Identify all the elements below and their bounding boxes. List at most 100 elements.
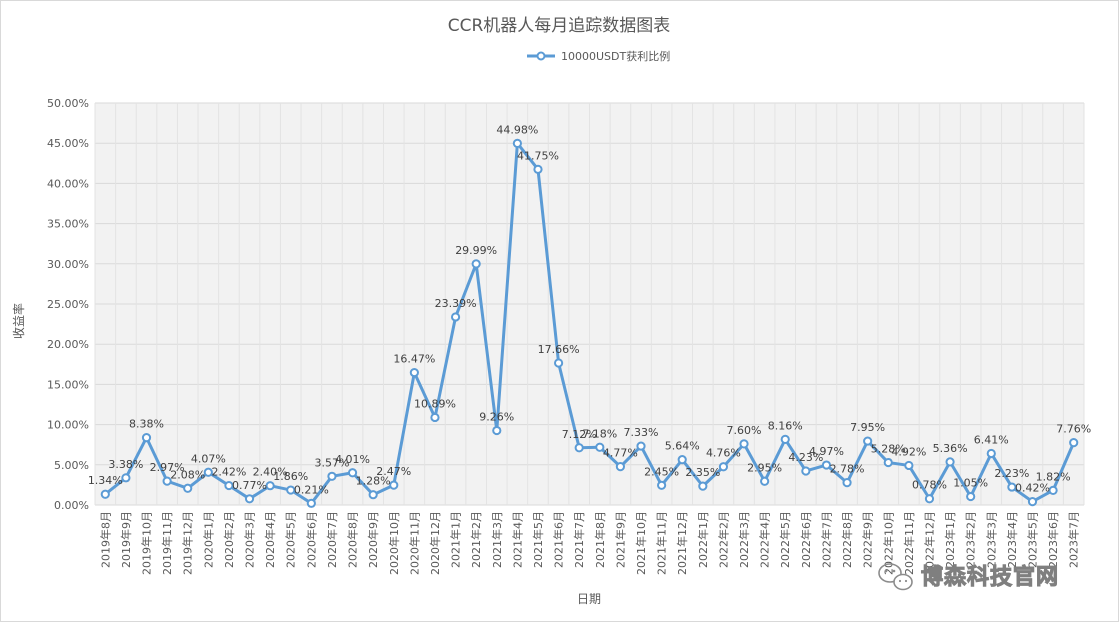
data-label: 2.97% [150, 461, 185, 474]
data-point[interactable] [657, 480, 667, 490]
x-tick-label: 2021年10月 [634, 511, 648, 575]
data-point[interactable] [924, 494, 935, 504]
y-tick-label: 25.00% [47, 298, 89, 311]
data-point[interactable] [904, 460, 914, 471]
data-point[interactable] [183, 483, 193, 493]
data-label: 3.38% [108, 458, 143, 471]
legend-series-label: 10000USDT获利比例 [561, 49, 670, 63]
data-label: 1.82% [1036, 470, 1071, 483]
data-point[interactable] [244, 494, 255, 504]
data-point[interactable] [677, 455, 687, 465]
data-label: 8.16% [768, 419, 803, 432]
grid-lines [94, 102, 1085, 506]
x-tick-label: 2022年3月 [737, 511, 751, 568]
data-label: 5.28% [871, 443, 906, 456]
data-point[interactable] [595, 442, 605, 452]
data-point[interactable] [492, 425, 502, 436]
data-point[interactable] [224, 480, 234, 491]
data-point[interactable] [265, 481, 275, 491]
data-point[interactable] [986, 448, 996, 459]
x-tick-label: 2021年5月 [531, 511, 545, 568]
x-tick-label: 2023年5月 [1025, 511, 1039, 568]
x-tick-label: 2020年7月 [325, 511, 339, 568]
x-tick-label: 2021年2月 [469, 511, 483, 568]
data-point[interactable] [203, 467, 213, 477]
y-tick-label: 35.00% [47, 218, 89, 231]
data-label: 2.23% [994, 467, 1029, 480]
y-tick-label: 15.00% [47, 378, 89, 391]
data-label: 2.78% [830, 463, 865, 476]
x-tick-label: 2021年1月 [449, 511, 463, 568]
x-tick-label: 2020年1月 [201, 511, 215, 568]
data-point[interactable] [368, 490, 378, 500]
data-point[interactable] [512, 138, 522, 148]
x-tick-label: 2022年9月 [861, 511, 875, 568]
data-label: 41.75% [517, 149, 559, 162]
data-point[interactable] [450, 312, 461, 322]
data-point[interactable] [389, 480, 399, 490]
data-label: 7.18% [582, 427, 617, 440]
data-point[interactable] [739, 439, 749, 449]
x-tick-label: 2023年4月 [1005, 511, 1019, 568]
x-axis-title: 日期 [577, 592, 601, 606]
data-point[interactable] [801, 466, 811, 476]
x-tick-label: 2023年7月 [1067, 511, 1081, 568]
y-axis-ticks: 0.00% 5.00% 10.00% 15.00% 20.00% 25.00% 30.00%… [47, 97, 89, 512]
data-point[interactable] [327, 471, 337, 481]
x-tick-label: 2021年11月 [655, 511, 669, 575]
data-point[interactable] [1069, 438, 1079, 448]
x-tick-label: 2022年7月 [819, 511, 833, 568]
y-tick-label: 0.00% [54, 499, 89, 512]
y-tick-label: 50.00% [47, 97, 89, 110]
data-point[interactable] [966, 491, 976, 502]
data-point[interactable] [883, 457, 893, 468]
x-tick-label: 2021年3月 [490, 511, 504, 568]
data-point[interactable] [1007, 482, 1017, 492]
data-point[interactable] [162, 476, 172, 486]
wechat-icon [878, 563, 913, 591]
data-point[interactable] [286, 485, 296, 495]
data-point[interactable] [760, 476, 770, 486]
x-axis-ticks: 2019年8月 2019年9月 2019年10月 2019年11月 2019年12月 20… [98, 511, 1080, 575]
data-point[interactable] [141, 433, 152, 443]
data-point[interactable] [409, 367, 419, 378]
x-tick-label: 2021年9月 [613, 511, 627, 568]
x-tick-label: 2022年10月 [881, 511, 895, 575]
data-point[interactable] [615, 462, 626, 472]
data-point[interactable] [636, 441, 646, 451]
data-point[interactable] [1048, 485, 1058, 495]
x-tick-label: 2020年2月 [222, 511, 236, 568]
data-point[interactable] [574, 443, 584, 453]
y-tick-label: 10.00% [47, 419, 89, 432]
data-point[interactable] [100, 489, 110, 499]
data-label: 7.95% [850, 421, 885, 434]
data-point[interactable] [306, 498, 316, 508]
data-point[interactable] [553, 358, 564, 368]
x-tick-label: 2022年11月 [902, 511, 916, 575]
data-point[interactable] [718, 462, 729, 472]
data-point[interactable] [533, 164, 543, 174]
data-point[interactable] [347, 468, 358, 478]
x-tick-label: 2020年10月 [387, 511, 401, 575]
data-label: 7.76% [1056, 423, 1091, 436]
legend[interactable]: 10000USDT获利比例 [527, 49, 670, 63]
data-label: 1.28% [356, 475, 391, 488]
data-point[interactable] [1027, 497, 1038, 507]
x-tick-label: 2022年12月 [922, 511, 936, 575]
data-point[interactable] [780, 434, 790, 444]
x-tick-label: 2022年4月 [758, 511, 772, 568]
data-label: 2.40% [253, 466, 288, 479]
x-tick-label: 2022年2月 [716, 511, 730, 568]
data-point[interactable] [821, 460, 832, 470]
data-point[interactable] [430, 412, 440, 423]
data-point[interactable] [945, 457, 955, 467]
data-label: 4.77% [603, 447, 638, 460]
data-point[interactable] [863, 436, 873, 446]
data-point[interactable] [698, 481, 708, 491]
data-point[interactable] [121, 473, 131, 483]
data-point[interactable] [842, 478, 852, 488]
data-point[interactable] [471, 259, 481, 269]
x-tick-label: 2019年10月 [140, 511, 154, 575]
data-label: 4.97% [809, 445, 844, 458]
